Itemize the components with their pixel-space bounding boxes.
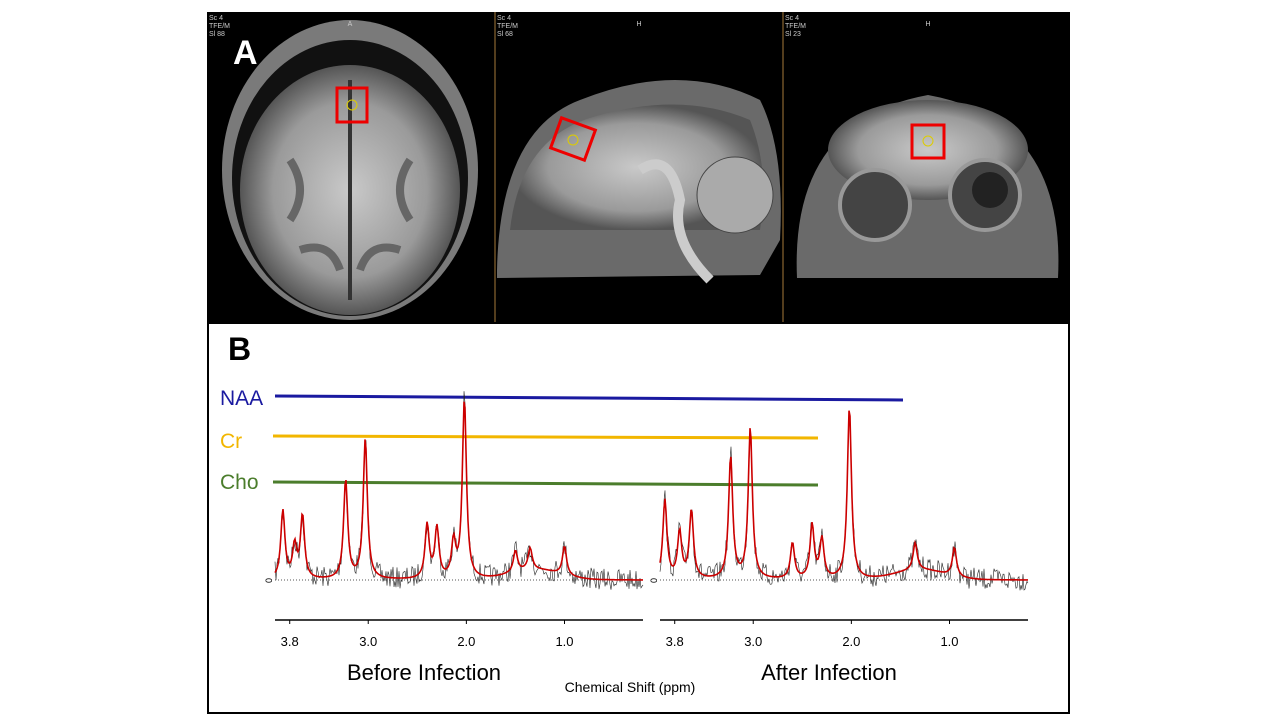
x-tick-label: 3.8 (281, 634, 299, 649)
orientation-label: A (348, 21, 353, 28)
scan-info: TFE/M (209, 23, 230, 30)
metabolite-label: Cho (220, 471, 259, 494)
scan-info: Sl 68 (497, 31, 513, 38)
x-axis-label: Chemical Shift (ppm) (565, 679, 696, 695)
spectrum-title: After Infection (761, 660, 897, 685)
spectrum-fit (274, 401, 643, 581)
scan-info: Sc 4 (209, 15, 223, 22)
metabolite-line (274, 394, 904, 402)
metabolite-label: NAA (220, 387, 263, 410)
scan-info: Sl 23 (785, 31, 801, 38)
panel-b-label: B (228, 331, 251, 367)
x-tick-label: 3.0 (359, 634, 377, 649)
metabolite-line (272, 434, 819, 440)
x-tick-label: 3.0 (744, 634, 762, 649)
orientation-label: H (636, 21, 641, 28)
orientation-label: H (925, 21, 930, 28)
scan-info: Sc 4 (497, 15, 511, 22)
sagittal-view (497, 80, 781, 284)
coronal-view (796, 95, 1059, 278)
x-tick-label: 1.0 (555, 634, 573, 649)
x-tick-label: 1.0 (940, 634, 958, 649)
zero-label: 0 (649, 578, 659, 583)
spectrum-fit (659, 410, 1028, 581)
scan-info: Sl 88 (209, 31, 225, 38)
panel-a-label: A (233, 34, 258, 72)
x-tick-label: 2.0 (457, 634, 475, 649)
scan-info: Sc 4 (785, 15, 799, 22)
zero-label: 0 (264, 578, 274, 583)
panel-b-bg (207, 322, 1070, 714)
spectrum-title: Before Infection (347, 660, 501, 685)
x-tick-label: 2.0 (842, 634, 860, 649)
metabolite-label: Cr (220, 430, 242, 453)
scan-info: TFE/M (785, 23, 806, 30)
axial-view (222, 20, 478, 320)
scan-info: TFE/M (497, 23, 518, 30)
x-tick-label: 3.8 (666, 634, 684, 649)
